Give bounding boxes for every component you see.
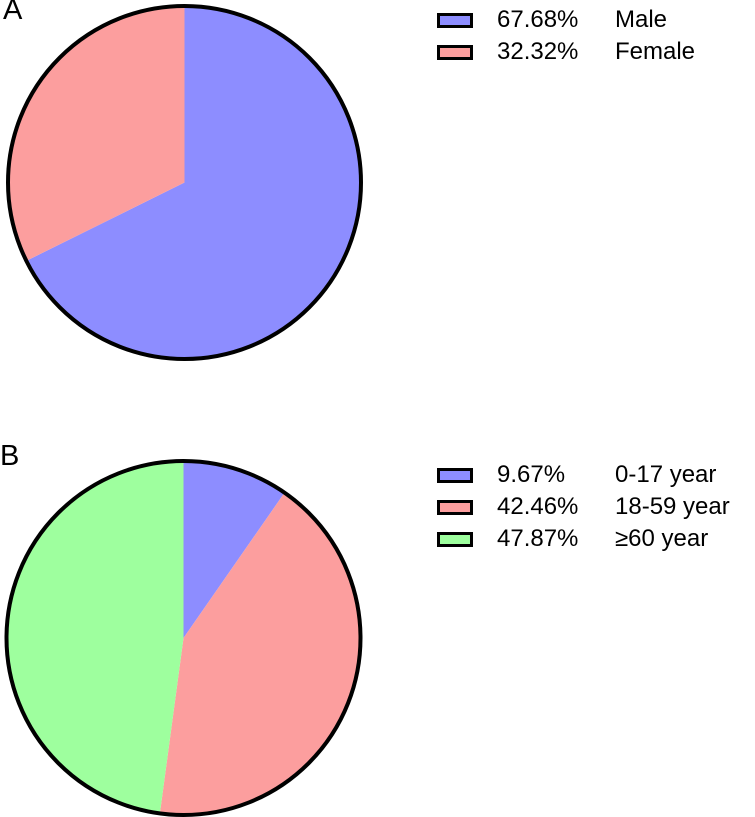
pie-slice [183,461,285,638]
legend-swatch [437,499,473,515]
legend-percent: 67.68% [497,6,579,33]
legend-item: 67.68% Male [437,4,695,36]
pie-slice [6,461,184,814]
legend-age: 9.67% 0-17 year 42.46% 18-59 year 47.87% ≥60 … [437,459,730,555]
legend-item: 47.87% ≥60 year [437,523,730,555]
legend-item: 42.46% 18-59 year [437,491,730,523]
pie-outline [6,4,363,361]
legend-item: 32.32% Female [437,36,695,68]
pie-outline [4,459,363,817]
legend-label: ≥60 year [615,525,709,552]
pie-slice [26,6,361,359]
legend-swatch [437,467,473,483]
legend-gender: 67.68% Male 32.32% Female [437,4,695,68]
legend-percent: 32.32% [497,38,579,65]
legend-percent: 9.67% [497,461,566,488]
legend-swatch [437,12,473,28]
legend-label: Female [615,38,696,65]
pie-slice [7,6,185,261]
legend-swatch [437,44,473,60]
legend-swatch [437,531,473,547]
pie-chart-gender [6,4,363,361]
legend-label: 18-59 year [615,493,730,520]
legend-percent: 47.87% [497,525,579,552]
legend-label: 0-17 year [615,461,717,488]
panel-b-label: B [0,440,20,472]
legend-percent: 42.46% [497,493,579,520]
pie-chart-age [4,459,363,817]
panel-a-label: A [3,0,23,26]
legend-label: Male [615,6,668,33]
pie-slice [159,492,361,816]
legend-item: 9.67% 0-17 year [437,459,730,491]
